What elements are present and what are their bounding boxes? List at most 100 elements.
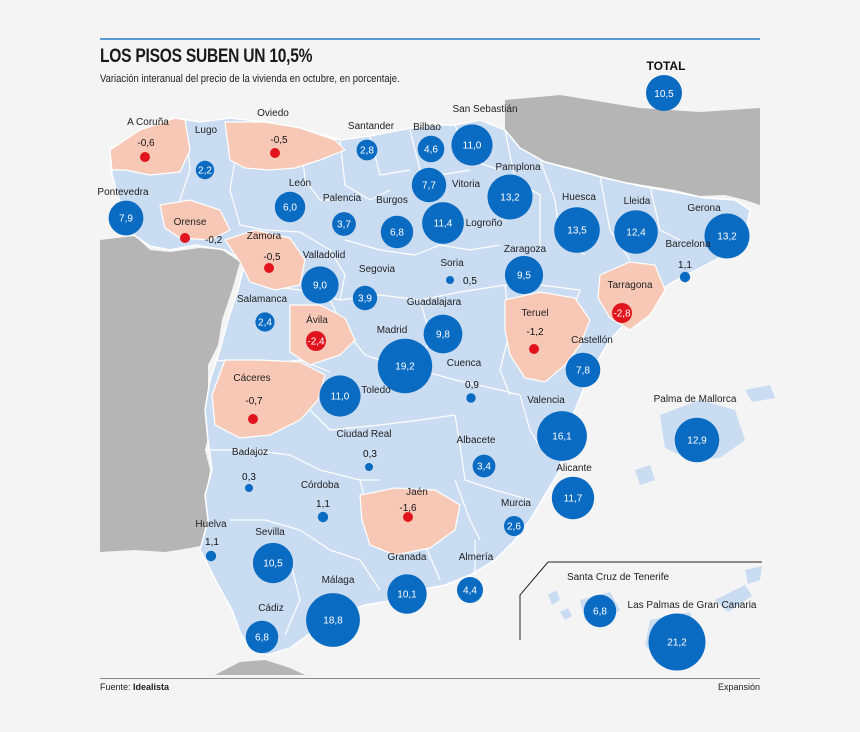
province-salamanca: Salamanca 2,4 <box>237 294 287 332</box>
negative-provinces <box>109 117 666 556</box>
province-value-guadalajara: 9,8 <box>436 330 450 341</box>
bubble-huesca <box>554 207 600 253</box>
bubble-cadiz <box>245 620 279 654</box>
province-value-ciudad-real: 0,3 <box>363 449 377 460</box>
total-bubble <box>646 75 682 111</box>
province-zaragoza: Zaragoza 9,5 <box>504 244 547 295</box>
total-value: 10,5 <box>654 89 674 100</box>
province-value-huesca: 13,5 <box>567 226 587 237</box>
province-name-sevilla: Sevilla <box>255 527 285 538</box>
region-oviedo <box>224 121 347 171</box>
bubble-cordoba <box>317 511 329 523</box>
province-name-zamora: Zamora <box>247 231 282 242</box>
province-almeria: Almería 4,4 <box>457 552 494 603</box>
bubble-sevilla <box>252 542 294 584</box>
province-value-las-palmas-de-gran-canaria: 21,2 <box>667 638 687 649</box>
province-value-teruel: -1,2 <box>526 327 544 338</box>
province-teruel: Teruel -1,2 <box>521 308 549 354</box>
province-guadalajara: Guadalajara 9,8 <box>407 297 463 354</box>
province-value-malaga: 18,8 <box>323 616 343 627</box>
brand-credit: Expansión <box>717 682 760 692</box>
province-burgos: Burgos 6,8 <box>376 195 414 249</box>
province-santa-cruz-de-tenerife: Santa Cruz de Tenerife 6,8 <box>567 572 669 628</box>
bubble-valladolid <box>301 266 339 304</box>
province-value-bilbao: 4,6 <box>424 145 438 156</box>
province-zamora: Zamora -0,5 <box>247 231 282 273</box>
province-lugo: Lugo 2,2 <box>195 125 218 180</box>
province-name-lugo: Lugo <box>195 125 218 136</box>
province-name-castellon: Castellón <box>571 335 613 346</box>
province-name-valencia: Valencia <box>527 395 565 406</box>
province-name-santander: Santander <box>348 121 395 132</box>
portugal-shape <box>100 236 240 552</box>
province-name-gerona: Gerona <box>687 203 721 214</box>
province-name-malaga: Málaga <box>322 575 355 586</box>
province-leon: León 6,0 <box>274 178 311 223</box>
province-name-cuenca: Cuenca <box>447 358 482 369</box>
province-valladolid: Valladolid 9,0 <box>301 250 345 304</box>
province-name-a-coruna: A Coruña <box>127 117 169 128</box>
bubble-guadalajara <box>423 314 463 354</box>
ibiza-shape <box>635 465 655 485</box>
province-cordoba: Córdoba 1,1 <box>301 480 340 523</box>
province-value-toledo: 11,0 <box>331 392 350 403</box>
province-jaen: Jaén -1,6 <box>399 487 428 522</box>
province-value-castellon: 7,8 <box>576 366 590 377</box>
bubble-lleida <box>614 210 658 254</box>
province-soria: Soria 0,5 <box>440 258 477 287</box>
province-value-avila: -2,4 <box>307 337 325 348</box>
province-name-jaen: Jaén <box>406 487 428 498</box>
bubble-caceres <box>248 414 258 424</box>
province-name-ciudad-real: Ciudad Real <box>336 429 391 440</box>
province-san-sebastian: San Sebastián 11,0 <box>451 104 518 166</box>
top-rule <box>100 38 760 40</box>
bubble-layer: A Coruña -0,6 Lugo 2,2 Oviedo -0,5 Santander 2,… <box>97 104 757 671</box>
province-barcelona: Barcelona 1,1 <box>665 239 711 283</box>
province-name-huelva: Huelva <box>195 519 227 530</box>
province-name-teruel: Teruel <box>521 308 548 319</box>
province-value-murcia: 2,6 <box>507 522 521 533</box>
province-castellon: Castellón 7,8 <box>565 335 613 388</box>
province-value-palencia: 3,7 <box>337 220 351 231</box>
page-title: LOS PISOS SUBEN UN 10,5% <box>100 46 313 67</box>
region-teruel <box>504 291 591 383</box>
bubble-almeria <box>457 577 483 603</box>
bubble-tarragona <box>612 303 632 323</box>
bubble-cuenca <box>466 393 476 403</box>
province-value-vitoria: 7,7 <box>422 181 436 192</box>
total-marker: TOTAL 10,5 <box>646 59 685 111</box>
province-value-salamanca: 2,4 <box>258 318 272 329</box>
bubble-alicante <box>551 476 595 520</box>
province-ciudad-real: Ciudad Real 0,3 <box>336 429 392 471</box>
province-gerona: Gerona 13,2 <box>687 203 750 259</box>
bubble-zamora <box>264 263 274 273</box>
province-name-palencia: Palencia <box>323 193 362 204</box>
bubble-barcelona <box>679 271 691 283</box>
province-name-bilbao: Bilbao <box>413 122 441 133</box>
province-name-segovia: Segovia <box>359 264 396 275</box>
province-value-badajoz: 0,3 <box>242 472 256 483</box>
province-bilbao: Bilbao 4,6 <box>413 122 445 163</box>
bubble-toledo <box>319 375 361 417</box>
bubble-soria <box>446 276 454 284</box>
province-avila: Ávila -2,4 <box>306 313 328 351</box>
region-caceres <box>211 359 326 439</box>
province-pamplona: Pamplona 13,2 <box>487 162 541 220</box>
bubble-pamplona <box>487 174 533 220</box>
province-name-orense: Orense <box>174 217 207 228</box>
source-prefix: Fuente: <box>100 682 131 692</box>
province-name-burgos: Burgos <box>376 195 408 206</box>
province-value-almeria: 4,4 <box>463 586 477 597</box>
province-value-caceres: -0,7 <box>245 396 263 407</box>
province-value-palma-de-mallorca: 12,9 <box>687 436 707 447</box>
bubble-santander <box>356 139 378 161</box>
province-lleida: Lleida 12,4 <box>614 196 658 254</box>
province-value-santa-cruz-de-tenerife: 6,8 <box>593 607 607 618</box>
province-value-zaragoza: 9,5 <box>517 271 531 282</box>
province-name-guadalajara: Guadalajara <box>407 297 462 308</box>
province-value-gerona: 13,2 <box>717 232 737 243</box>
province-name-pontevedra: Pontevedra <box>97 187 149 198</box>
bubble-oviedo <box>270 148 280 158</box>
france-shape <box>505 95 760 205</box>
